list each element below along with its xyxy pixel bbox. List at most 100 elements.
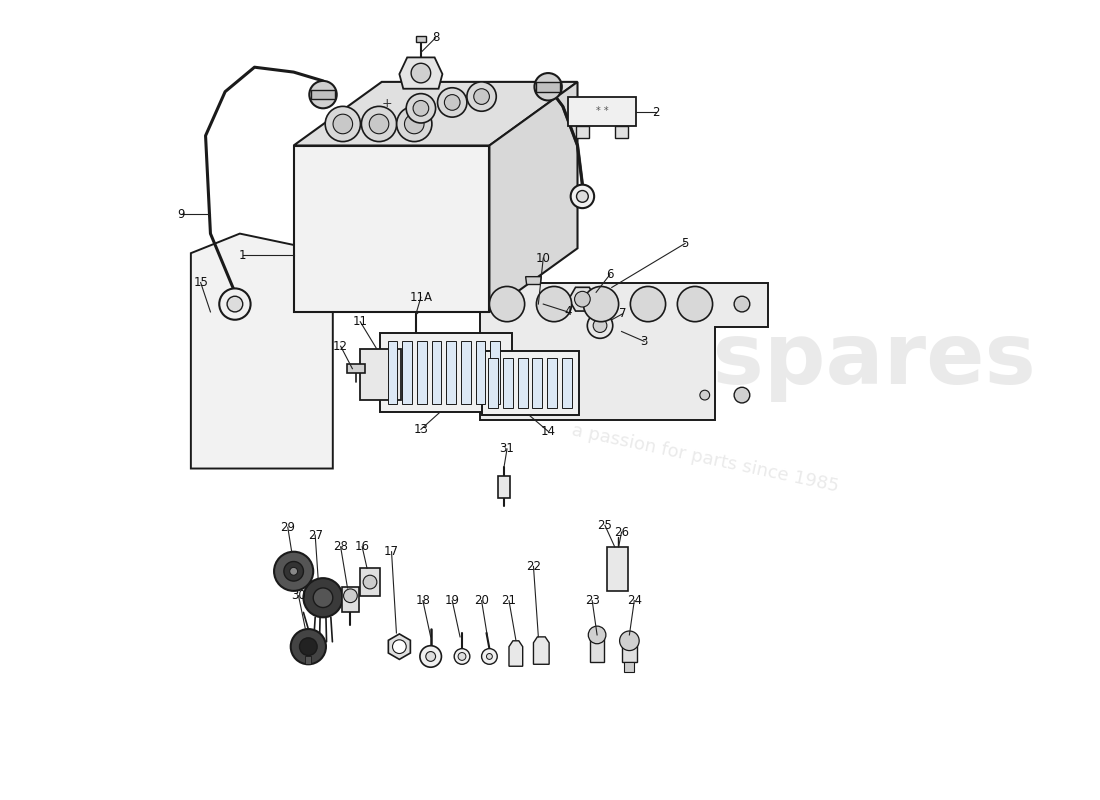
Bar: [431, 342, 441, 404]
Circle shape: [426, 651, 436, 662]
Polygon shape: [569, 287, 596, 311]
Circle shape: [576, 190, 588, 202]
Text: 20: 20: [474, 594, 490, 607]
Circle shape: [333, 114, 353, 134]
Text: 7: 7: [619, 307, 626, 320]
Text: 16: 16: [354, 540, 370, 554]
Bar: [403, 342, 412, 404]
Circle shape: [343, 589, 358, 602]
Text: 22: 22: [526, 560, 541, 573]
Circle shape: [414, 101, 429, 116]
Circle shape: [289, 567, 298, 575]
Text: 5: 5: [682, 237, 689, 250]
Circle shape: [405, 114, 425, 134]
Text: 21: 21: [502, 594, 517, 607]
Bar: [306, 657, 311, 664]
Circle shape: [304, 578, 342, 618]
Circle shape: [219, 289, 251, 320]
Bar: [518, 358, 528, 408]
Circle shape: [454, 649, 470, 664]
Text: 30: 30: [292, 590, 306, 602]
Circle shape: [444, 94, 460, 110]
Circle shape: [583, 286, 618, 322]
Polygon shape: [526, 277, 541, 285]
Circle shape: [393, 640, 406, 654]
Bar: [311, 90, 334, 99]
Circle shape: [326, 106, 361, 142]
Polygon shape: [568, 97, 636, 126]
Bar: [591, 635, 604, 662]
Circle shape: [490, 390, 499, 400]
Bar: [475, 342, 485, 404]
Circle shape: [700, 390, 710, 400]
Polygon shape: [388, 634, 410, 659]
Circle shape: [474, 89, 490, 104]
Text: 12: 12: [333, 340, 348, 353]
Circle shape: [227, 296, 243, 312]
Bar: [482, 351, 580, 414]
Circle shape: [309, 81, 337, 108]
Bar: [360, 568, 379, 596]
Text: 10: 10: [536, 251, 551, 265]
Text: eurospares: eurospares: [491, 319, 1036, 402]
Polygon shape: [294, 146, 490, 312]
Text: 17: 17: [384, 546, 399, 558]
Text: +: +: [382, 98, 392, 110]
Circle shape: [490, 286, 525, 322]
Text: 1: 1: [239, 249, 246, 262]
Bar: [417, 342, 427, 404]
Circle shape: [537, 286, 572, 322]
Text: 18: 18: [416, 594, 430, 607]
Text: * *: * *: [596, 106, 608, 116]
Circle shape: [284, 562, 304, 581]
Circle shape: [593, 318, 607, 333]
Text: 2: 2: [652, 106, 660, 118]
Circle shape: [571, 185, 594, 208]
Circle shape: [482, 649, 497, 664]
Polygon shape: [191, 234, 333, 469]
Circle shape: [630, 286, 666, 322]
Text: 27: 27: [308, 529, 322, 542]
Text: 14: 14: [540, 425, 556, 438]
Circle shape: [466, 82, 496, 111]
Bar: [537, 82, 560, 92]
Circle shape: [678, 286, 713, 322]
Circle shape: [290, 629, 326, 664]
Polygon shape: [509, 641, 522, 666]
Bar: [625, 662, 635, 672]
Circle shape: [411, 63, 431, 83]
Bar: [532, 358, 542, 408]
Text: 26: 26: [614, 526, 629, 538]
Text: 25: 25: [597, 518, 613, 532]
Circle shape: [438, 88, 466, 117]
Bar: [547, 358, 557, 408]
Circle shape: [370, 114, 388, 134]
Bar: [607, 547, 628, 591]
Circle shape: [362, 106, 397, 142]
Text: 4: 4: [564, 306, 572, 318]
Text: 11A: 11A: [409, 290, 432, 304]
Circle shape: [734, 296, 750, 312]
Text: 9: 9: [177, 207, 185, 221]
Polygon shape: [480, 282, 769, 419]
Bar: [416, 36, 426, 42]
Polygon shape: [399, 58, 442, 89]
Bar: [461, 342, 471, 404]
Text: 24: 24: [627, 594, 641, 607]
Text: 3: 3: [640, 334, 648, 348]
Bar: [348, 364, 365, 373]
Text: 29: 29: [280, 521, 295, 534]
Text: 31: 31: [499, 442, 515, 455]
Text: 19: 19: [444, 594, 460, 607]
Text: 28: 28: [333, 540, 348, 554]
Polygon shape: [294, 82, 578, 146]
Bar: [562, 358, 572, 408]
Text: a passion for parts since 1985: a passion for parts since 1985: [570, 422, 840, 496]
Text: 6: 6: [606, 268, 614, 282]
Circle shape: [587, 313, 613, 338]
Bar: [491, 342, 501, 404]
Bar: [342, 587, 360, 613]
Text: 23: 23: [585, 594, 600, 607]
Circle shape: [574, 291, 591, 307]
Circle shape: [619, 631, 639, 650]
